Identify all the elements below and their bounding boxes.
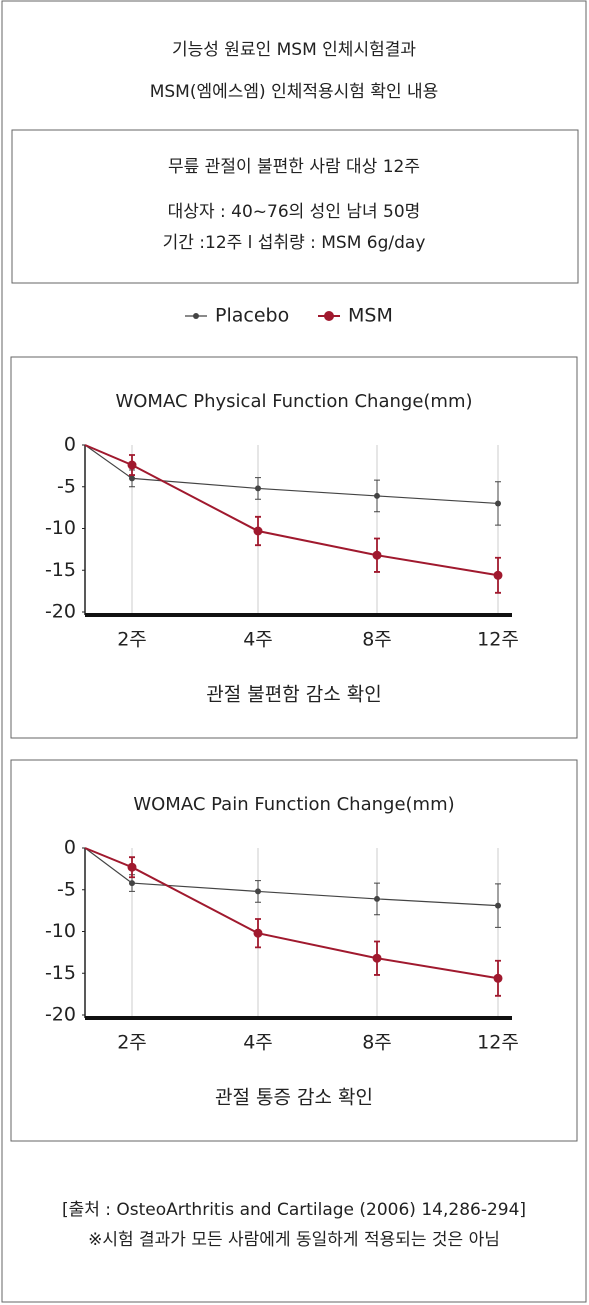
x-tick-label: 8주	[362, 1032, 392, 1054]
series-line	[84, 847, 499, 980]
x-tick-label: 8주	[362, 629, 392, 651]
legend-marker	[324, 311, 334, 321]
x-tick-label: 12주	[477, 629, 519, 651]
point	[255, 485, 261, 492]
info-line: 대상자 : 40~76의 성인 남녀 50명	[168, 202, 421, 222]
point	[127, 862, 137, 872]
info-title: 무릎 관절이 불편한 사람 대상 12주	[168, 157, 420, 177]
legend-marker	[193, 313, 199, 319]
y-tick-label: -20	[45, 601, 76, 623]
chart: WOMAC Pain Function Change(mm) 2주 4주 8주 12주 0…	[10, 759, 578, 1142]
footer-line: [출처 : OsteoArthritis and Cartilage (2006…	[62, 1200, 526, 1220]
legend-label: Placebo	[215, 305, 289, 327]
y-tick-label: -10	[45, 517, 76, 539]
point	[493, 973, 503, 983]
chart: WOMAC Physical Function Change(mm) 2주 4주 8주…	[10, 356, 578, 739]
info-line: 기간 :12주 l 섭취량 : MSM 6g/day	[163, 233, 426, 253]
info-box	[11, 129, 579, 284]
y-tick-label: -5	[57, 878, 76, 900]
point	[374, 895, 380, 902]
point	[493, 570, 503, 580]
header-line: MSM(엠에스엠) 인체적용시험 확인 내용	[150, 82, 439, 102]
x-tick-label: 2주	[117, 1032, 147, 1054]
series-line	[84, 444, 499, 505]
y-tick-label: 0	[64, 837, 76, 859]
footer-line: ※시험 결과가 모든 사람에게 동일하게 적용되는 것은 아님	[88, 1230, 500, 1250]
point	[495, 500, 501, 507]
chart-title: WOMAC Pain Function Change(mm)	[133, 794, 454, 815]
x-axis-label: 관절 불편함 감소 확인	[206, 684, 381, 706]
point	[253, 928, 263, 938]
y-tick-label: -5	[57, 475, 76, 497]
y-tick-label: -20	[45, 1004, 76, 1026]
series-line	[84, 847, 499, 907]
point	[129, 880, 135, 887]
chart-box	[10, 759, 578, 1142]
chart-box	[10, 356, 578, 739]
x-tick-label: 2주	[117, 629, 147, 651]
y-tick-label: -15	[45, 559, 76, 581]
x-tick-label: 4주	[243, 1032, 273, 1054]
point	[253, 526, 263, 536]
point	[495, 902, 501, 909]
header-line: 기능성 원료인 MSM 인체시험결과	[172, 40, 416, 60]
series-line	[84, 444, 499, 577]
point	[127, 460, 137, 470]
chart-title: WOMAC Physical Function Change(mm)	[115, 391, 472, 412]
point	[372, 550, 382, 560]
x-tick-label: 4주	[243, 629, 273, 651]
point	[374, 492, 380, 499]
x-axis-label: 관절 통증 감소 확인	[215, 1087, 373, 1109]
point	[372, 953, 382, 963]
point	[129, 475, 135, 482]
y-tick-label: -15	[45, 962, 76, 984]
y-tick-label: 0	[64, 434, 76, 456]
point	[255, 888, 261, 895]
y-tick-label: -10	[45, 920, 76, 942]
x-tick-label: 12주	[477, 1032, 519, 1054]
legend: Placebo MSM	[185, 305, 393, 327]
charts: WOMAC Physical Function Change(mm) 2주 4주 8주…	[10, 356, 578, 1142]
legend-label: MSM	[348, 305, 393, 327]
